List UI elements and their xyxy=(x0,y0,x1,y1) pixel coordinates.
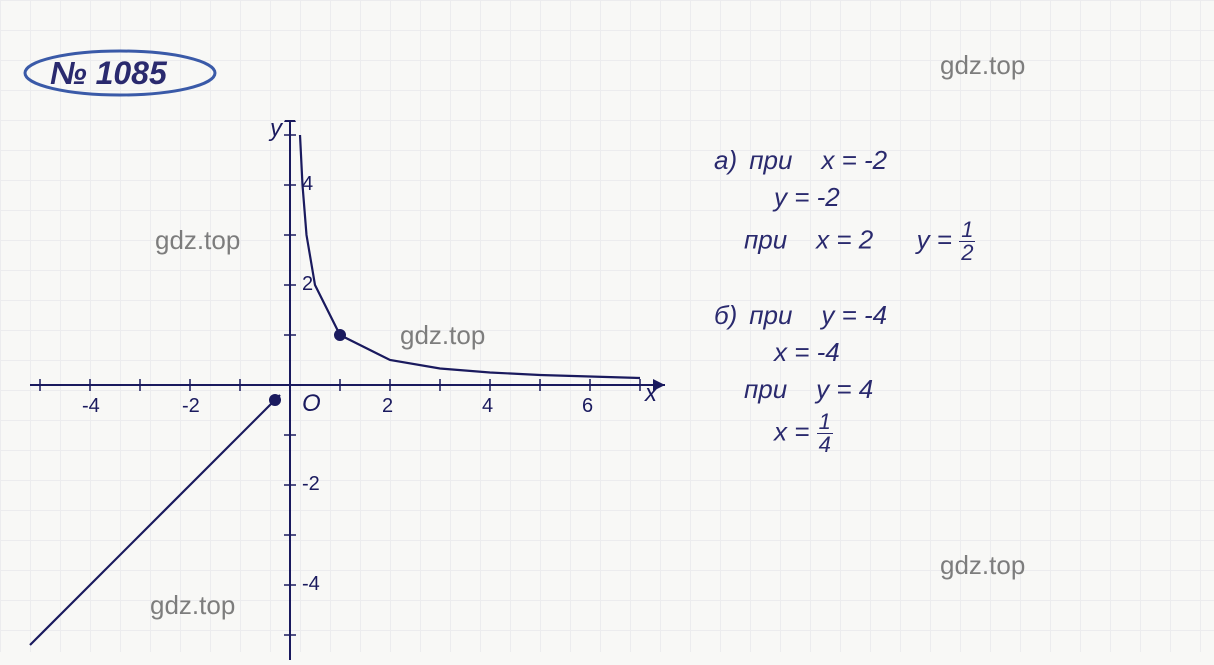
x-tick-label: 4 xyxy=(482,395,493,418)
b-y2-eq: y = 4 xyxy=(816,374,873,404)
x-axis-label: x xyxy=(645,380,657,408)
a-y-eq: y = -2 xyxy=(774,182,840,212)
x-tick-label: 6 xyxy=(582,395,593,418)
watermark-3: gdz.top xyxy=(940,550,1025,581)
b-y1-eq: y = -4 xyxy=(821,300,887,330)
chart: y x O -4-2246-4-224 xyxy=(20,120,670,640)
page-content: № 1085 gdz.topgdz.topgdz.topgdz.topgdz.t… xyxy=(0,0,1214,652)
problem-number: № 1085 xyxy=(50,55,167,92)
y-axis-label: y xyxy=(270,115,282,143)
part-a-line1: а) при x = -2 xyxy=(714,145,1184,176)
part-a-label: а) xyxy=(714,145,742,176)
pri-text-4: при xyxy=(744,374,787,404)
a-frac-den: 2 xyxy=(959,242,975,264)
b-x2-eq: x = xyxy=(774,416,809,446)
part-b-line3: при y = 4 xyxy=(744,374,1184,405)
a-frac-num: 1 xyxy=(959,219,975,242)
part-b-label: б) xyxy=(714,300,742,331)
answers-block: а) при x = -2 y = -2 при x = 2 y = 1 2 б… xyxy=(714,145,1184,462)
pri-text-1: при xyxy=(749,145,792,175)
a-y2-eq: y = xyxy=(917,224,952,254)
b-frac-den: 4 xyxy=(817,434,833,456)
watermark-0: gdz.top xyxy=(940,50,1025,81)
a-fraction: 1 2 xyxy=(959,219,975,264)
a-x-eq: x = -2 xyxy=(821,145,887,175)
y-tick-label: 4 xyxy=(302,173,313,196)
y-tick-label: -4 xyxy=(302,573,320,596)
part-b-line4: x = 1 4 xyxy=(774,411,1184,456)
origin-label: O xyxy=(302,390,321,418)
chart-svg xyxy=(20,120,670,660)
b-fraction: 1 4 xyxy=(817,411,833,456)
b-x1-eq: x = -4 xyxy=(774,337,840,367)
x-tick-label: -4 xyxy=(82,395,100,418)
x-tick-label: 2 xyxy=(382,395,393,418)
part-a-line3: при x = 2 y = 1 2 xyxy=(744,219,1184,264)
pri-text-3: при xyxy=(749,300,792,330)
a-x2-eq: x = 2 xyxy=(816,224,873,254)
part-b-line2: x = -4 xyxy=(774,337,1184,368)
b-frac-num: 1 xyxy=(817,411,833,434)
x-tick-label: -2 xyxy=(182,395,200,418)
pri-text-2: при xyxy=(744,224,787,254)
y-tick-label: -2 xyxy=(302,473,320,496)
problem-circle xyxy=(20,47,220,102)
part-a-line2: y = -2 xyxy=(774,182,1184,213)
y-tick-label: 2 xyxy=(302,273,313,296)
part-b-line1: б) при y = -4 xyxy=(714,300,1184,331)
